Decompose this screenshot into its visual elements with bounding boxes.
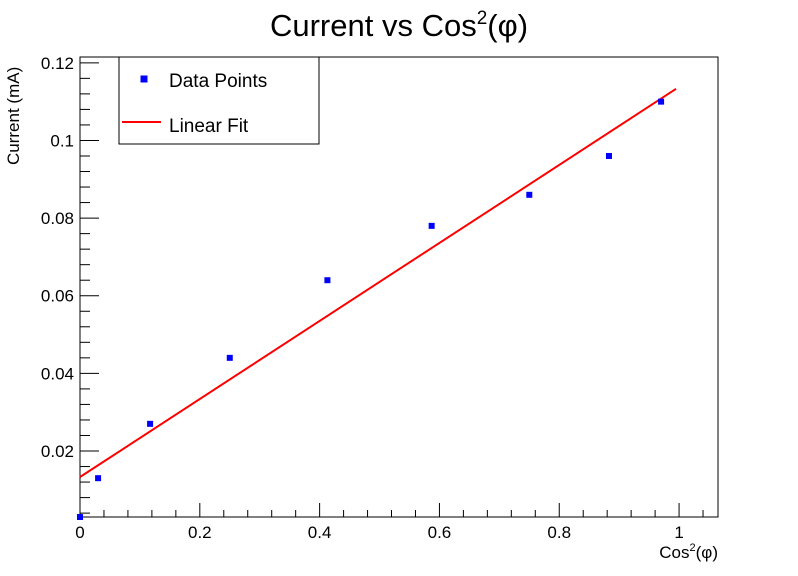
x-axis-label-superscript: 2	[690, 542, 696, 554]
x-tick-label: 0.6	[428, 523, 452, 542]
data-point	[605, 152, 612, 159]
y-axis-label: Current (mA)	[4, 67, 23, 165]
x-axis-label-tail: (φ)	[696, 543, 718, 562]
y-tick-label: 0.04	[41, 364, 74, 383]
data-point	[77, 514, 83, 520]
y-tick-label: 0.08	[41, 209, 74, 228]
x-tick-label: 0.8	[547, 523, 571, 542]
chart-title: Current vs Cos2(φ)	[270, 8, 528, 43]
y-tick-label: 0.02	[41, 442, 74, 461]
data-point	[526, 191, 533, 198]
x-tick-label: 0	[75, 523, 84, 542]
y-tick-label: 0.1	[50, 131, 74, 150]
legend-marker-data-points	[140, 75, 148, 83]
legend: Data Points Linear Fit	[118, 56, 320, 145]
axes: 0 0.2 0.4 0.6 0.8 1 0.02 0.04 0.06 0.08 0.1 0.12	[41, 54, 704, 542]
x-tick-label: 1	[674, 523, 683, 542]
y-tick-label: 0.06	[41, 287, 74, 306]
fit-line	[79, 87, 677, 478]
x-axis-label: Cos2(φ)	[659, 542, 718, 562]
data-point	[658, 98, 665, 105]
x-tick-label: 0.2	[188, 523, 212, 542]
data-point	[226, 354, 233, 361]
legend-box	[118, 56, 320, 145]
chart-title-tail: (φ)	[487, 8, 528, 43]
plot-frame	[79, 56, 719, 518]
y-tick-label: 0.12	[41, 54, 74, 73]
data-point	[95, 475, 102, 482]
legend-label-data-points: Data Points	[169, 71, 267, 92]
x-tick-label: 0.4	[308, 523, 332, 542]
data-point	[428, 222, 435, 229]
chart-title-superscript: 2	[477, 8, 488, 29]
data-point	[324, 277, 331, 284]
marks	[77, 87, 677, 520]
data-point	[147, 420, 154, 427]
legend-label-linear-fit: Linear Fit	[169, 116, 249, 137]
